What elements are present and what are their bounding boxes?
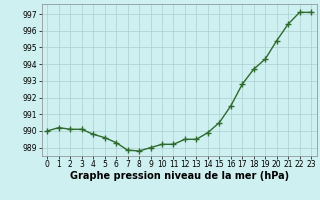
X-axis label: Graphe pression niveau de la mer (hPa): Graphe pression niveau de la mer (hPa)	[70, 171, 289, 181]
